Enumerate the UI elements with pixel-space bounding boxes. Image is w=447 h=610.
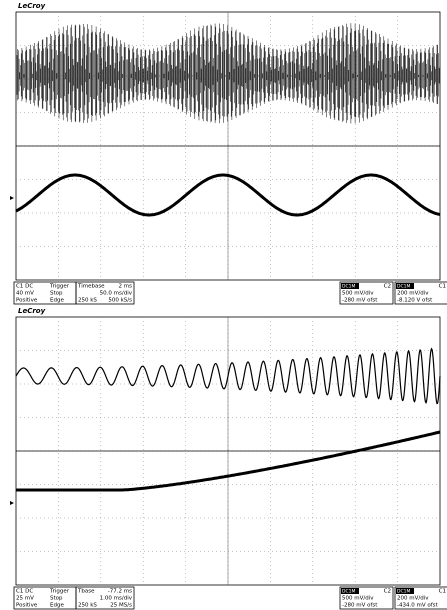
trigger-slope: Positive [16,603,38,609]
channel-coupling: DC1M [397,589,410,595]
channel-scale: 200 mV/div [397,596,429,602]
timebase-label: Tbase [77,589,95,595]
timebase-rate: 500 kS/s [108,298,132,304]
trigger-type: Edge [50,298,64,304]
brand-label: LeCroy [18,307,46,315]
channel-name: C2 [384,589,391,595]
timebase-delay: 2 ms [119,284,133,290]
channel-scale: 200 mV/div [397,291,429,297]
timebase-samples: 250 kS [78,298,97,304]
channel-offset: -434.0 mV ofst [397,603,439,609]
channel-offset: -8.120 V ofst [397,298,433,304]
timebase-rate: 25 MS/s [110,603,132,609]
trace-1-waveform [17,23,440,123]
ground-marker [10,501,14,505]
channel-coupling: DC1M [342,284,355,290]
channel-name: C2 [384,284,391,290]
trigger-channel: C1 DC [16,284,33,290]
channel-offset: -280 mV ofst [342,298,378,304]
ground-marker [10,196,14,200]
channel-name: C1 [439,284,446,290]
channel-scale: 500 mV/div [342,291,374,297]
trigger-type: Edge [50,603,64,609]
trigger-mode: Stop [50,291,63,297]
trigger-level: 40 mV [16,291,34,297]
brand-label: LeCroy [18,2,46,10]
trigger-label: Trigger [49,284,70,290]
timebase-scale: 50.0 ms/div [100,291,133,297]
timebase-delay: -77.2 ms [108,589,132,595]
oscilloscope-screenshots: LeCroy C1 DC Trigger 40 mV Stop Positive Edge T… [0,0,447,610]
channel-scale: 500 mV/div [342,596,374,602]
timebase-samples: 250 kS [78,603,97,609]
trigger-label: Trigger [49,589,70,595]
channel-offset: -280 mV ofst [342,603,378,609]
channel-name: C1 [439,589,446,595]
trigger-slope: Positive [16,298,38,304]
trigger-channel: C1 DC [16,589,33,595]
timebase-scale: 1.00 ms/div [100,596,133,602]
channel-coupling: DC1M [342,589,355,595]
timebase-label: Timebase [77,284,105,290]
channel-coupling: DC1M [397,284,410,290]
trigger-level: 25 mV [16,596,34,602]
trigger-mode: Stop [50,596,63,602]
